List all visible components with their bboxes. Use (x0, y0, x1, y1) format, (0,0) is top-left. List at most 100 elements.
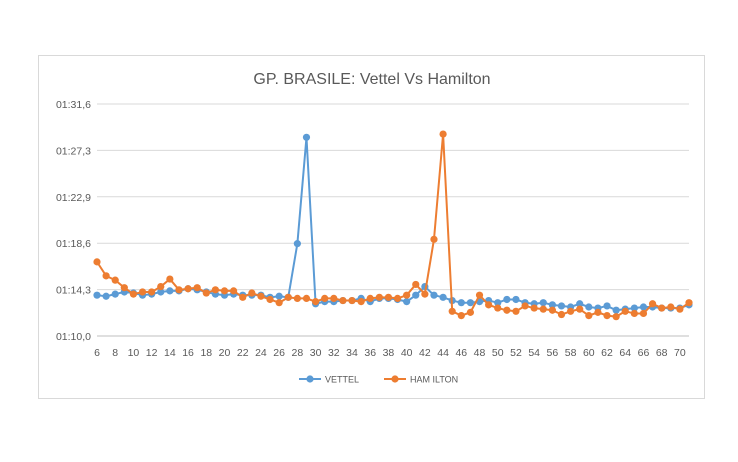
data-point (211, 286, 219, 294)
legend-marker (391, 375, 399, 383)
data-point (138, 288, 147, 296)
data-point (612, 306, 620, 314)
data-point (557, 310, 566, 319)
data-point (557, 302, 566, 310)
data-point (512, 307, 520, 315)
series-line (96, 136, 690, 312)
data-point (384, 293, 393, 301)
data-point (275, 299, 283, 307)
data-point (266, 295, 274, 304)
data-point (202, 289, 210, 297)
data-point (648, 300, 657, 308)
data-point (175, 286, 183, 294)
data-point (166, 287, 174, 295)
data-point (275, 292, 283, 300)
x-tick-label: 40 (401, 347, 413, 359)
legend: VETTEL HAM ILTON (299, 375, 458, 385)
data-point (639, 309, 648, 318)
data-point (403, 291, 411, 299)
data-point (667, 303, 675, 311)
data-point (302, 133, 311, 141)
x-tick-label: 60 (583, 347, 595, 359)
series-hamilton (93, 130, 693, 321)
data-point (412, 280, 420, 289)
x-tick-label: 20 (219, 347, 231, 359)
data-point (639, 303, 648, 311)
data-point (457, 299, 465, 307)
data-point (594, 308, 602, 316)
x-tick-label: 48 (474, 347, 486, 359)
data-point (603, 302, 611, 310)
data-point (503, 295, 511, 304)
data-point (257, 292, 265, 300)
data-point (466, 299, 475, 307)
gridlines (97, 103, 689, 337)
x-tick-label: 50 (492, 347, 504, 359)
x-tick-label: 24 (255, 347, 267, 359)
y-tick-label: 01:18,6 (56, 238, 91, 250)
y-tick-label: 01:31,6 (56, 99, 91, 111)
data-point (585, 303, 593, 311)
legend-marker (306, 375, 314, 383)
data-point (366, 294, 374, 303)
x-tick-label: 6 (94, 347, 100, 359)
data-point (439, 130, 447, 138)
x-tick-label: 44 (437, 347, 449, 359)
legend-label: VETTEL (325, 375, 359, 385)
data-point (412, 291, 420, 299)
x-tick-label: 10 (128, 347, 140, 359)
y-tick-label: 01:27,3 (56, 145, 91, 157)
data-point (612, 313, 620, 321)
data-point (239, 293, 247, 301)
x-axis-ticks: 6 8 10 12 14 16 18 20 22 24 26 28 30 32 34 36 38 40 42 44 46… (94, 347, 686, 359)
y-tick-label: 01:14,3 (56, 285, 91, 297)
line-chart: GP. BRASILE: Vettel Vs Hamilton 01:10,00… (56, 71, 693, 385)
data-point (339, 296, 347, 305)
data-point (193, 284, 201, 292)
chart-title: GP. BRASILE: Vettel Vs Hamilton (253, 71, 490, 88)
data-point (539, 299, 547, 307)
data-point (302, 294, 311, 303)
chart-container: GP. BRASILE: Vettel Vs Hamilton 01:10,0 0… (38, 55, 705, 399)
data-point (576, 305, 584, 313)
data-point (393, 294, 402, 303)
x-tick-label: 56 (547, 347, 559, 359)
data-point (494, 304, 502, 312)
y-tick-label: 01:22,9 (56, 192, 91, 204)
data-point (466, 308, 475, 316)
data-point (111, 276, 119, 284)
series-group (93, 130, 693, 321)
x-tick-label: 46 (455, 347, 467, 359)
data-point (567, 307, 575, 315)
data-point (548, 301, 556, 309)
data-point (494, 299, 502, 307)
x-tick-label: 34 (346, 347, 358, 359)
data-point (475, 291, 484, 299)
data-point (220, 287, 229, 295)
data-point (157, 288, 165, 296)
data-point (93, 291, 101, 299)
data-point (548, 306, 556, 314)
x-tick-label: 38 (383, 347, 395, 359)
data-point (421, 290, 429, 298)
data-point (293, 294, 301, 303)
data-point (512, 295, 520, 304)
data-point (230, 287, 238, 295)
data-point (357, 298, 365, 306)
data-point (621, 307, 629, 315)
data-point (430, 235, 438, 243)
x-tick-label: 58 (565, 347, 577, 359)
data-point (585, 311, 593, 320)
x-tick-label: 30 (310, 347, 322, 359)
x-tick-label: 68 (656, 347, 668, 359)
data-point (530, 304, 538, 312)
x-tick-label: 54 (528, 347, 540, 359)
data-point (348, 296, 356, 305)
data-point (503, 306, 511, 314)
data-point (685, 299, 693, 307)
data-point (457, 311, 465, 320)
x-tick-label: 42 (419, 347, 431, 359)
x-tick-label: 52 (510, 347, 522, 359)
x-tick-label: 28 (292, 347, 304, 359)
x-tick-label: 8 (112, 347, 118, 359)
